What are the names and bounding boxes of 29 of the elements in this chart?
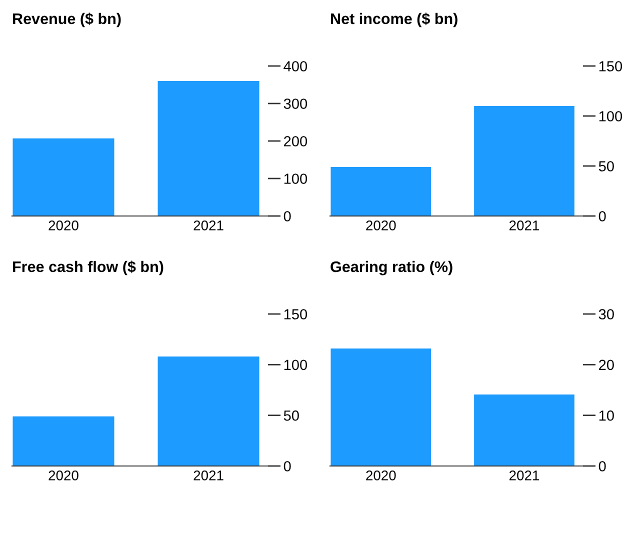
y-tick-label: 100 (284, 174, 308, 184)
y-tick-label: 0 (284, 211, 291, 222)
chart-title: Revenue ($ bn) (13, 12, 121, 28)
chart-title: Gearing ratio (%) (330, 260, 452, 276)
y-tick-label: 400 (284, 61, 308, 72)
y-tick-label: 30 (598, 309, 614, 320)
y-tick-label: 100 (284, 360, 308, 370)
y-tick-label: 10 (599, 410, 614, 421)
y-tick-label: 0 (284, 461, 291, 472)
x-tick-label: 2020 (48, 470, 78, 480)
x-tick-label: 2020 (48, 220, 78, 230)
x-tick-label: 2021 (509, 470, 539, 480)
x-tick-label: 2021 (194, 470, 224, 480)
y-tick-label: 0 (598, 461, 606, 472)
y-tick-label: 150 (599, 61, 622, 72)
x-tick-label: 2020 (366, 470, 396, 480)
x-tick-label: 2020 (366, 220, 396, 230)
y-tick-label: 100 (599, 111, 622, 122)
y-tick-label: 150 (284, 309, 308, 320)
y-tick-label: 20 (599, 360, 614, 370)
y-tick-label: 50 (284, 410, 299, 421)
y-tick-label: 50 (598, 161, 614, 172)
chart-title: Net income ($ bn) (331, 12, 458, 28)
y-tick-label: 0 (598, 211, 606, 222)
x-tick-label: 2021 (509, 220, 539, 230)
y-tick-label: 200 (284, 136, 308, 146)
x-tick-label: 2021 (194, 220, 224, 230)
chart-title: Free cash flow ($ bn) (13, 260, 164, 276)
y-tick-label: 300 (284, 98, 308, 109)
